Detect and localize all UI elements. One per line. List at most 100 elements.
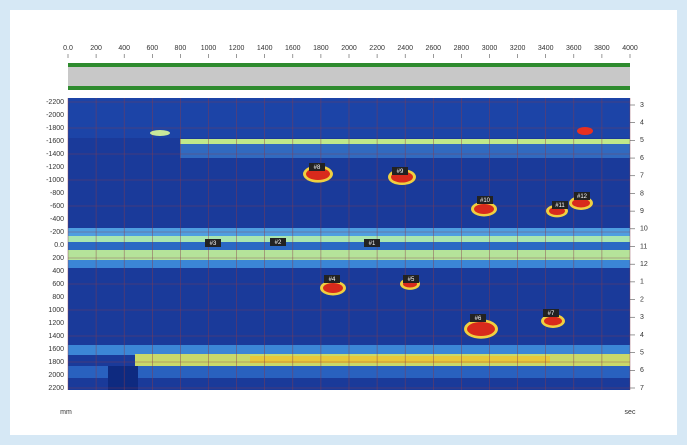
top-tick-label: 0.0 xyxy=(63,45,73,52)
defect-blob xyxy=(474,204,494,214)
left-tick-label: -2000 xyxy=(46,112,64,119)
right-tick-label: 6 xyxy=(640,367,644,374)
top-tick-label: 600 xyxy=(146,45,158,52)
defect-label: #2 xyxy=(275,240,282,246)
top-tick-label: 3000 xyxy=(482,45,498,52)
defect-label: #9 xyxy=(397,169,404,175)
defect-label: #7 xyxy=(548,311,555,317)
right-tick-label: 7 xyxy=(640,173,644,180)
defect-label-bg xyxy=(270,238,286,246)
defect-label-bg xyxy=(205,239,221,247)
left-tick-label: -1800 xyxy=(46,125,64,132)
top-tick-label: 1200 xyxy=(229,45,245,52)
defect-label: #8 xyxy=(314,165,321,171)
right-tick-label: 9 xyxy=(640,208,644,215)
top-tick-label: 1800 xyxy=(313,45,329,52)
top-tick-label: 2800 xyxy=(454,45,470,52)
defect-label: #10 xyxy=(480,198,491,204)
corner-label: sec xyxy=(625,409,636,416)
defect-label-bg xyxy=(309,163,325,171)
right-tick-label: 5 xyxy=(640,137,644,144)
defect-label: #3 xyxy=(210,241,217,247)
top-tick-label: 1000 xyxy=(201,45,217,52)
defect-label: #4 xyxy=(329,277,336,283)
defect-label: #6 xyxy=(475,316,482,322)
left-tick-label: 600 xyxy=(52,281,64,288)
defect-blob xyxy=(467,322,495,336)
top-tick-label: 3800 xyxy=(594,45,610,52)
left-tick-label: -1000 xyxy=(46,177,64,184)
left-tick-label: 0.0 xyxy=(54,242,64,249)
right-tick-label: 11 xyxy=(640,243,647,250)
right-tick-label: 1 xyxy=(640,279,644,286)
right-tick-label: 6 xyxy=(640,155,644,162)
right-tick-label: 7 xyxy=(640,385,644,392)
left-tick-label: 400 xyxy=(52,268,64,275)
top-tick-label: 2200 xyxy=(369,45,385,52)
right-tick-label: 3 xyxy=(640,314,644,321)
patch xyxy=(108,366,138,390)
left-tick-label: 1600 xyxy=(48,346,64,353)
right-tick-label: 12 xyxy=(640,261,648,268)
right-tick-label: 4 xyxy=(640,332,644,339)
left-tick-label: -2200 xyxy=(46,99,64,106)
defect-label-bg xyxy=(364,239,380,247)
top-tick-label: 2400 xyxy=(397,45,413,52)
top-tick-label: 4000 xyxy=(622,45,638,52)
right-tick-label: 10 xyxy=(640,226,648,233)
defect-blobs: #1 #2 #3 #4 #5 #6 #7 #8 #9 #10 #11 #12 xyxy=(150,127,593,339)
top-tick-label: 800 xyxy=(175,45,187,52)
top-tick-label: 3600 xyxy=(566,45,582,52)
top-tick-label: 2000 xyxy=(341,45,357,52)
defect-label-bg xyxy=(477,196,493,204)
defect-blob xyxy=(323,283,343,293)
left-tick-label: 2200 xyxy=(48,385,64,392)
defect-label: #12 xyxy=(577,194,588,200)
defect-label-bg xyxy=(470,314,486,322)
left-tick-label: -400 xyxy=(50,216,64,223)
right-tick-label: 2 xyxy=(640,296,644,303)
left-tick-label: -1600 xyxy=(46,138,64,145)
top-tick-label: 1400 xyxy=(257,45,273,52)
defect-blob xyxy=(544,316,562,326)
left-tick-label: 2000 xyxy=(48,372,64,379)
left-tick-label: 1000 xyxy=(48,307,64,314)
top-tick-label: 200 xyxy=(90,45,102,52)
defect-label-bg xyxy=(392,167,408,175)
left-tick-label: 1800 xyxy=(48,359,64,366)
left-tick-label: 200 xyxy=(52,255,64,262)
right-tick-label: 3 xyxy=(640,102,644,109)
defect-label: #5 xyxy=(408,277,415,283)
strip-bottom-line xyxy=(68,86,630,90)
right-tick-label: 5 xyxy=(640,349,644,356)
corner-label: mm xyxy=(60,409,72,416)
strip-top-line xyxy=(68,63,630,67)
left-tick-label: -1400 xyxy=(46,151,64,158)
defect-label-bg xyxy=(324,275,340,283)
top-tick-label: 3200 xyxy=(510,45,526,52)
top-tick-label: 400 xyxy=(118,45,130,52)
band-core xyxy=(250,356,550,363)
top-tick-label: 2600 xyxy=(426,45,442,52)
hot-spot xyxy=(150,130,170,136)
left-tick-label: -200 xyxy=(50,229,64,236)
left-tick-label: -1200 xyxy=(46,164,64,171)
defect-label: #11 xyxy=(555,203,565,209)
defect-label: #1 xyxy=(369,241,376,247)
top-tick-label: 3400 xyxy=(538,45,554,52)
left-tick-label: 1400 xyxy=(48,333,64,340)
defect-label-bg xyxy=(403,275,419,283)
left-tick-label: 1200 xyxy=(48,320,64,327)
hot-spot xyxy=(577,127,593,135)
right-tick-label: 8 xyxy=(640,190,644,197)
defect-label-bg xyxy=(543,309,559,317)
defect-label-bg xyxy=(552,201,568,209)
defect-blob xyxy=(572,198,590,208)
top-tick-label: 1600 xyxy=(285,45,301,52)
strip-fill xyxy=(68,66,630,87)
defect-label-bg xyxy=(574,192,590,200)
grid xyxy=(67,98,631,390)
left-tick-label: -600 xyxy=(50,203,64,210)
left-tick-label: -800 xyxy=(50,190,64,197)
